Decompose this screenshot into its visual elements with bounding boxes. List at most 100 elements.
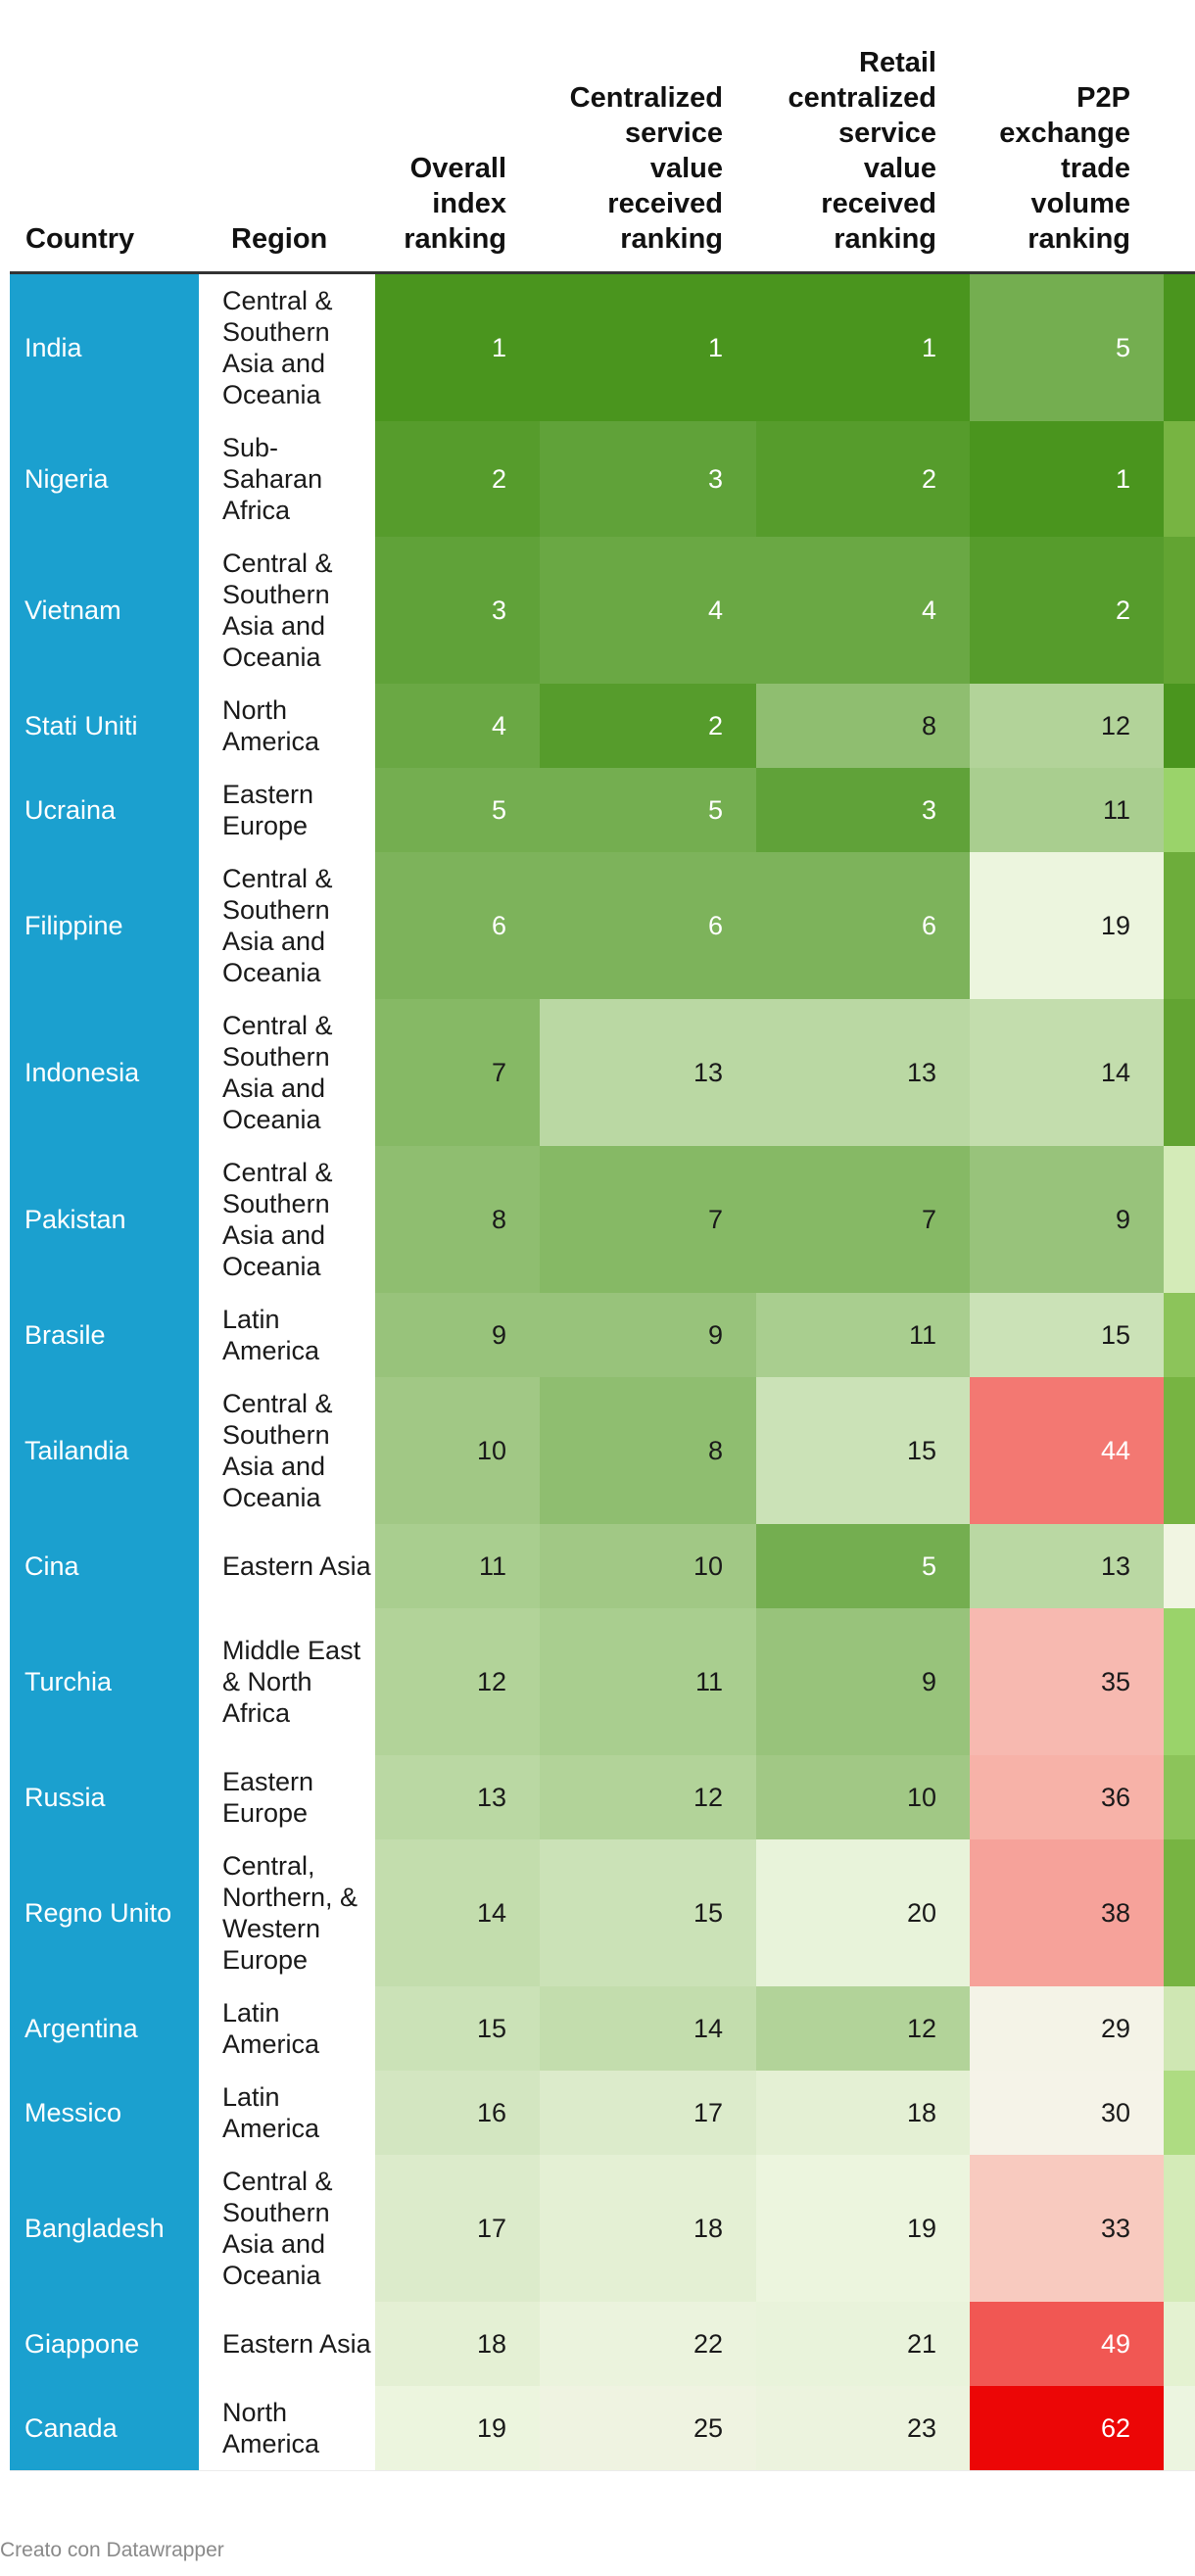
centralized-rank-cell: 15 [540,1839,756,1986]
region-cell: Sub-Saharan Africa [199,421,375,537]
country-cell: Giappone [10,2302,199,2386]
clipped-column-cell [1164,537,1195,684]
clipped-column-cell [1164,2302,1195,2386]
retail-rank-cell: 20 [756,1839,970,1986]
retail-rank-cell: 11 [756,1293,970,1377]
centralized-rank-cell: 1 [540,274,756,421]
country-cell: Nigeria [10,421,199,537]
header-country: Country [25,223,135,255]
region-cell: Middle East & North Africa [199,1608,375,1755]
region-cell: Latin America [199,2071,375,2155]
country-cell: Ucraina [10,768,199,852]
overall-rank-cell: 6 [375,852,540,999]
p2p-rank-cell: 14 [970,999,1164,1146]
clipped-column-cell [1164,1377,1195,1524]
p2p-rank-cell: 19 [970,852,1164,999]
retail-rank-cell: 1 [756,274,970,421]
centralized-rank-cell: 5 [540,768,756,852]
centralized-rank-cell: 22 [540,2302,756,2386]
region-cell: Latin America [199,1293,375,1377]
overall-rank-cell: 5 [375,768,540,852]
table-row: India Central & Southern Asia and Oceania… [10,274,1195,422]
country-cell: Argentina [10,1986,199,2071]
overall-rank-cell: 19 [375,2386,540,2470]
table-row: Messico Latin America 16 17 18 30 [10,2071,1195,2156]
clipped-column-cell [1164,684,1195,768]
p2p-rank-cell: 36 [970,1755,1164,1839]
table-row: Canada North America 19 25 23 62 [10,2386,1195,2471]
country-cell: Messico [10,2071,199,2155]
retail-rank-cell: 12 [756,1986,970,2071]
retail-rank-cell: 6 [756,852,970,999]
p2p-rank-cell: 13 [970,1524,1164,1608]
clipped-column-cell [1164,274,1195,421]
table-row: Pakistan Central & Southern Asia and Ocea… [10,1146,1195,1294]
clipped-column-cell [1164,852,1195,999]
region-cell: Eastern Asia [199,1524,375,1608]
table-row: Vietnam Central & Southern Asia and Ocean… [10,537,1195,685]
table-row: Regno Unito Central, Northern, & Western … [10,1839,1195,1987]
table-header: Country Region Overall index ranking Cen… [10,0,1195,274]
region-cell: Eastern Europe [199,768,375,852]
table-row: Bangladesh Central & Southern Asia and Oc… [10,2155,1195,2303]
retail-rank-cell: 8 [756,684,970,768]
p2p-rank-cell: 62 [970,2386,1164,2470]
table-row: Turchia Middle East & North Africa 12 11 9 35 [10,1608,1195,1756]
region-cell: Central, Northern, & Western Europe [199,1839,375,1986]
retail-rank-cell: 9 [756,1608,970,1755]
country-cell: Tailandia [10,1377,199,1524]
retail-rank-cell: 15 [756,1377,970,1524]
p2p-rank-cell: 2 [970,537,1164,684]
retail-rank-cell: 19 [756,2155,970,2302]
centralized-rank-cell: 14 [540,1986,756,2071]
header-overall: Overall index ranking [404,153,506,255]
p2p-rank-cell: 9 [970,1146,1164,1293]
country-cell: Pakistan [10,1146,199,1293]
clipped-column-cell [1164,1293,1195,1377]
centralized-rank-cell: 6 [540,852,756,999]
table-row: Giappone Eastern Asia 18 22 21 49 [10,2302,1195,2387]
clipped-column-cell [1164,1608,1195,1755]
centralized-rank-cell: 2 [540,684,756,768]
region-cell: North America [199,2386,375,2470]
overall-rank-cell: 11 [375,1524,540,1608]
centralized-rank-cell: 9 [540,1293,756,1377]
retail-rank-cell: 23 [756,2386,970,2470]
clipped-column-cell [1164,1755,1195,1839]
country-cell: India [10,274,199,421]
retail-rank-cell: 7 [756,1146,970,1293]
clipped-column-cell [1164,1524,1195,1608]
centralized-rank-cell: 8 [540,1377,756,1524]
clipped-column-cell [1164,2071,1195,2155]
centralized-rank-cell: 13 [540,999,756,1146]
overall-rank-cell: 4 [375,684,540,768]
overall-rank-cell: 3 [375,537,540,684]
overall-rank-cell: 15 [375,1986,540,2071]
country-cell: Bangladesh [10,2155,199,2302]
retail-rank-cell: 2 [756,421,970,537]
table-row: Stati Uniti North America 4 2 8 12 [10,684,1195,769]
country-cell: Cina [10,1524,199,1608]
region-cell: Eastern Asia [199,2302,375,2386]
clipped-column-cell [1164,1839,1195,1986]
overall-rank-cell: 2 [375,421,540,537]
header-p2p: P2P exchange trade volume ranking [999,82,1130,255]
centralized-rank-cell: 12 [540,1755,756,1839]
p2p-rank-cell: 5 [970,274,1164,421]
overall-rank-cell: 7 [375,999,540,1146]
table-row: Brasile Latin America 9 9 11 15 [10,1293,1195,1378]
table-row: Cina Eastern Asia 11 10 5 13 [10,1524,1195,1609]
region-cell: Central & Southern Asia and Oceania [199,2155,375,2302]
country-cell: Brasile [10,1293,199,1377]
clipped-column-cell [1164,421,1195,537]
table-row: Tailandia Central & Southern Asia and Oce… [10,1377,1195,1525]
country-cell: Turchia [10,1608,199,1755]
retail-rank-cell: 13 [756,999,970,1146]
table-row: Argentina Latin America 15 14 12 29 [10,1986,1195,2072]
overall-rank-cell: 8 [375,1146,540,1293]
p2p-rank-cell: 49 [970,2302,1164,2386]
country-cell: Stati Uniti [10,684,199,768]
overall-rank-cell: 9 [375,1293,540,1377]
region-cell: Central & Southern Asia and Oceania [199,852,375,999]
overall-rank-cell: 18 [375,2302,540,2386]
